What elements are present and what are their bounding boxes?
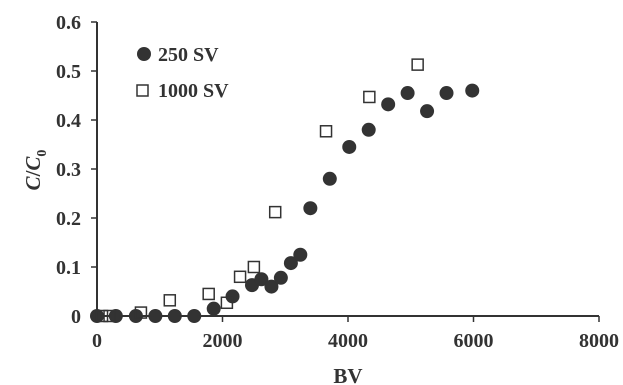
- y-tick-label: 0.6: [56, 12, 81, 34]
- data-point-250-sv: [273, 270, 288, 285]
- legend-label-1000-sv: 1000 SV: [158, 80, 229, 102]
- data-point-250-sv: [342, 139, 357, 154]
- x-tick-label: 8000: [579, 330, 619, 352]
- data-point-250-sv: [465, 83, 480, 98]
- data-point-250-sv: [108, 309, 123, 323]
- x-tick-label: 4000: [328, 330, 368, 352]
- x-tick-label: 6000: [454, 330, 494, 352]
- y-ticks: 0 0.1 0.2 0.3 0.4 0.5 0.6: [56, 12, 97, 328]
- axes: [96, 22, 599, 317]
- y-tick-label: 0.3: [56, 159, 81, 181]
- data-point-250-sv: [225, 289, 240, 304]
- x-tick-label: 2000: [203, 330, 243, 352]
- data-point-250-sv: [439, 86, 454, 101]
- data-point-1000-sv: [363, 90, 376, 104]
- data-point-250-sv: [322, 171, 337, 186]
- data-point-250-sv: [264, 279, 279, 294]
- data-point-250-sv: [206, 301, 221, 316]
- data-point-1000-sv: [268, 205, 282, 219]
- y-axis-title-sub-base: C: [21, 156, 45, 171]
- data-point-250-sv: [293, 247, 308, 262]
- legend-marker-1000-sv: [136, 84, 149, 97]
- y-axis-title-sep: /: [21, 169, 45, 177]
- y-tick-label: 0: [71, 306, 81, 328]
- y-axis-title: C/C0: [21, 150, 50, 191]
- data-point-1000-sv: [95, 309, 109, 323]
- series-1: [90, 83, 480, 323]
- data-point-250-sv: [167, 309, 182, 323]
- x-ticks: 0 2000 4000 6000 8000: [92, 316, 619, 352]
- data-point-1000-sv: [202, 287, 215, 301]
- data-point-250-sv: [361, 122, 376, 137]
- data-point-1000-sv: [233, 270, 247, 284]
- legend: 250 SV 1000 SV: [136, 44, 229, 102]
- data-point-250-sv: [381, 97, 396, 112]
- data-point-250-sv: [187, 309, 202, 323]
- x-tick-label: 0: [92, 330, 102, 352]
- data-point-250-sv: [148, 309, 163, 323]
- x-axis-title: BV: [333, 364, 362, 385]
- data-point-1000-sv: [319, 125, 333, 138]
- data-point-250-sv: [254, 272, 269, 287]
- y-tick-label: 0.1: [56, 257, 81, 279]
- data-point-1000-sv: [103, 309, 116, 323]
- data-point-1000-sv: [134, 306, 148, 319]
- y-axis-title-sub-index: 0: [35, 150, 50, 157]
- svg-text:C/C0: C/C0: [21, 150, 50, 191]
- y-tick-label: 0.4: [56, 110, 81, 132]
- series-2: [95, 58, 424, 323]
- data-point-1000-sv: [411, 58, 424, 71]
- data-point-250-sv: [303, 201, 318, 216]
- series-layer: [90, 58, 480, 323]
- data-point-250-sv: [420, 104, 435, 119]
- data-point-1000-sv: [247, 260, 261, 274]
- data-point-250-sv: [400, 86, 415, 101]
- y-tick-label: 0.5: [56, 61, 81, 83]
- y-tick-label: 0.2: [56, 208, 81, 230]
- y-axis-title-main: C: [21, 175, 45, 190]
- data-point-250-sv: [283, 256, 298, 271]
- data-point-1000-sv: [163, 294, 177, 307]
- legend-marker-250-sv: [137, 47, 151, 61]
- legend-label-250-sv: 250 SV: [158, 44, 219, 66]
- data-point-1000-sv: [220, 296, 234, 310]
